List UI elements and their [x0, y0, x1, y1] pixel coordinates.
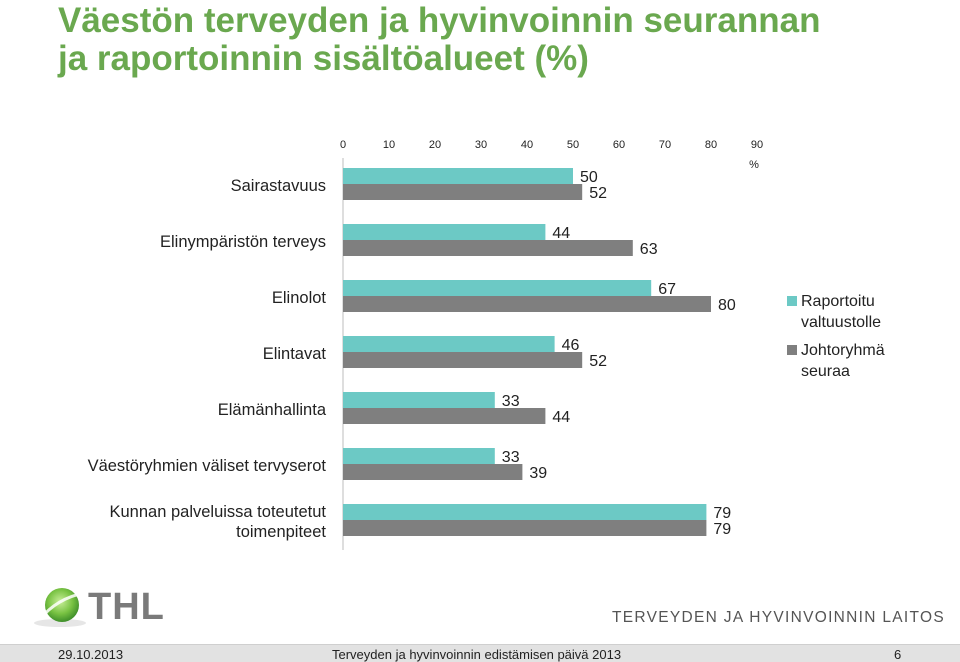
bar-raportoitu-2 — [343, 280, 652, 296]
slide-title-line-2: ja raportoinnin sisältöalueet (%) — [58, 39, 589, 78]
category-label-0: Sairastavuus — [231, 177, 326, 195]
bar-raportoitu-1 — [343, 224, 546, 240]
bar-raportoitu-0 — [343, 168, 573, 184]
data-label-johtoryhma-4: 44 — [552, 409, 570, 426]
bar-johtoryhma-1 — [343, 240, 633, 256]
category-label-2: Elinolot — [272, 289, 327, 307]
bar-chart: 0 10 20 30 40 50 60 70 80 90%Sairastavuus 5052Elin… — [88, 139, 885, 550]
x-tick-label-2: 20 — [429, 139, 441, 151]
category-label-6-line-0: Kunnan palveluissa toteutetut — [110, 503, 327, 521]
data-label-raportoitu-5: 33 — [502, 449, 520, 466]
slide-title-line-1: Väestön terveyden ja hyvinvoinnin seuran… — [58, 1, 821, 40]
data-label-raportoitu-2: 67 — [658, 281, 676, 298]
legend-label-1-line-1: seuraa — [801, 363, 850, 380]
data-label-raportoitu-4: 33 — [502, 393, 520, 410]
x-tick-label-6: 60 — [613, 139, 625, 151]
bar-raportoitu-5 — [343, 448, 495, 464]
footer-date: 29.10.2013 — [58, 647, 124, 662]
data-label-raportoitu-6: 79 — [713, 505, 731, 522]
category-label-4: Elämänhallinta — [218, 401, 327, 419]
data-label-johtoryhma-5: 39 — [529, 465, 547, 482]
x-tick-label-0: 0 — [340, 139, 346, 151]
footer-page-number: 6 — [894, 647, 902, 662]
category-label-5: Väestöryhmien väliset tervyserot — [88, 457, 327, 475]
data-label-johtoryhma-6: 79 — [713, 521, 731, 538]
legend-swatch-0 — [787, 296, 797, 306]
legend-label-0-line-1: valtuustolle — [801, 314, 881, 331]
legend-label-0-line-0: Raportoitu — [801, 293, 875, 310]
thl-leaf-icon — [34, 588, 86, 627]
category-label-1: Elinympäristön terveys — [160, 233, 326, 251]
bar-johtoryhma-3 — [343, 352, 583, 368]
x-tick-label-4: 40 — [521, 139, 533, 151]
legend-swatch-1 — [787, 345, 797, 355]
bar-johtoryhma-6 — [343, 520, 707, 536]
x-tick-label-1: 10 — [383, 139, 395, 151]
logo-text: THL — [88, 586, 165, 628]
x-tick-label-8: 80 — [705, 139, 717, 151]
data-label-raportoitu-1: 44 — [552, 225, 570, 242]
x-tick-label-9: 90 — [751, 139, 763, 151]
bar-johtoryhma-5 — [343, 464, 523, 480]
data-label-raportoitu-3: 46 — [562, 337, 580, 354]
data-label-johtoryhma-0: 52 — [589, 185, 607, 202]
bar-johtoryhma-2 — [343, 296, 711, 312]
x-unit-label: % — [749, 159, 759, 171]
bar-johtoryhma-4 — [343, 408, 546, 424]
bar-raportoitu-4 — [343, 392, 495, 408]
bar-raportoitu-6 — [343, 504, 707, 520]
footer-bar: 29.10.2013 Terveyden ja hyvinvoinnin edi… — [0, 644, 960, 662]
organization-name: TERVEYDEN JA HYVINVOINNIN LAITOS — [612, 609, 946, 626]
data-label-johtoryhma-2: 80 — [718, 297, 736, 314]
data-label-johtoryhma-3: 52 — [589, 353, 607, 370]
bar-johtoryhma-0 — [343, 184, 583, 200]
x-tick-label-5: 50 — [567, 139, 579, 151]
data-label-raportoitu-0: 50 — [580, 169, 598, 186]
footer-event: Terveyden ja hyvinvoinnin edistämisen pä… — [332, 647, 622, 662]
bar-raportoitu-3 — [343, 336, 555, 352]
x-tick-label-3: 30 — [475, 139, 487, 151]
category-label-3: Elintavat — [263, 345, 327, 363]
x-tick-label-7: 70 — [659, 139, 671, 151]
legend-label-1-line-0: Johtoryhmä — [801, 342, 885, 359]
data-label-johtoryhma-1: 63 — [640, 241, 658, 258]
slide-title: Väestön terveyden ja hyvinvoinnin seuran… — [58, 2, 938, 78]
category-label-6-line-1: toimenpiteet — [236, 523, 326, 541]
